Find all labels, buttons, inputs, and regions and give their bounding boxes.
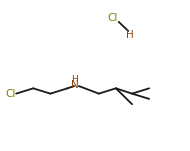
Text: H: H <box>126 30 134 40</box>
Text: H: H <box>72 75 78 84</box>
Text: Cl: Cl <box>6 89 16 99</box>
Text: N: N <box>71 80 79 90</box>
Text: Cl: Cl <box>108 13 118 23</box>
